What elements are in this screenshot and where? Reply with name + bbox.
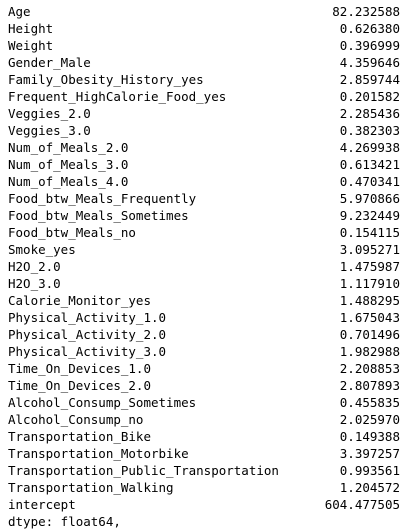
series-index-label: Time_On_Devices_2.0 [8,378,151,393]
series-value: 604.477505 [324,497,400,512]
series-row: Physical_Activity_1.0 1.675043 [8,309,400,326]
series-rows: Age 82.232588 Height 0.626380 Weight 0.396999… [8,3,400,513]
series-index-label: Calorie_Monitor_yes [8,293,151,308]
series-row: Transportation_Walking 1.204572 [8,479,400,496]
series-index-label: Time_On_Devices_1.0 [8,361,151,376]
series-index-label: Food_btw_Meals_no [8,225,136,240]
series-value: 1.475987 [339,259,400,274]
series-value: 0.149388 [339,429,400,444]
series-row: Transportation_Motorbike 3.397257 [8,445,400,462]
series-index-label: Frequent_HighCalorie_Food_yes [8,89,227,104]
series-row: Weight 0.396999 [8,37,400,54]
series-index-label: Num_of_Meals_3.0 [8,157,129,172]
series-row: Time_On_Devices_2.0 2.807893 [8,377,400,394]
series-row: Age 82.232588 [8,3,400,20]
series-index-label: Smoke_yes [8,242,76,257]
series-row: Num_of_Meals_2.0 4.269938 [8,139,400,156]
series-row: Num_of_Meals_3.0 0.613421 [8,156,400,173]
series-value: 0.455835 [339,395,400,410]
series-row: H2O_3.0 1.117910 [8,275,400,292]
series-row: Veggies_3.0 0.382303 [8,122,400,139]
series-row: Smoke_yes 3.095271 [8,241,400,258]
series-row: Veggies_2.0 2.285436 [8,105,400,122]
series-value: 0.396999 [339,38,400,53]
series-index-label: H2O_3.0 [8,276,61,291]
series-value: 0.613421 [339,157,400,172]
series-output: Age 82.232588 Height 0.626380 Weight 0.396999… [8,3,400,530]
series-index-label: Alcohol_Consump_Sometimes [8,395,197,410]
series-value: 4.359646 [339,55,400,70]
series-row: Alcohol_Consump_no 2.025970 [8,411,400,428]
series-row: Frequent_HighCalorie_Food_yes 0.201582 [8,88,400,105]
series-row: Food_btw_Meals_Frequently 5.970866 [8,190,400,207]
series-value: 1.117910 [339,276,400,291]
series-value: 0.701496 [339,327,400,342]
series-row: intercept 604.477505 [8,496,400,513]
series-row: Family_Obesity_History_yes 2.859744 [8,71,400,88]
series-index-label: intercept [8,497,76,512]
series-value: 3.095271 [339,242,400,257]
series-row: Num_of_Meals_4.0 0.470341 [8,173,400,190]
series-value: 2.285436 [339,106,400,121]
series-row: Calorie_Monitor_yes 1.488295 [8,292,400,309]
series-row: Physical_Activity_2.0 0.701496 [8,326,400,343]
series-value: 0.626380 [339,21,400,36]
dtype-line: dtype: float64, [8,514,121,529]
series-value: 2.859744 [339,72,400,87]
series-index-label: Family_Obesity_History_yes [8,72,204,87]
series-value: 2.208853 [339,361,400,376]
series-value: 4.269938 [339,140,400,155]
series-index-label: Alcohol_Consump_no [8,412,144,427]
series-value: 82.232588 [332,4,400,19]
series-row: Gender_Male 4.359646 [8,54,400,71]
series-value: 1.488295 [339,293,400,308]
series-value: 0.470341 [339,174,400,189]
series-row: Transportation_Public_Transportation 0.99… [8,462,400,479]
series-value: 0.154115 [339,225,400,240]
series-index-label: Physical_Activity_2.0 [8,327,167,342]
series-row: Transportation_Bike 0.149388 [8,428,400,445]
series-row: Time_On_Devices_1.0 2.208853 [8,360,400,377]
series-value: 2.025970 [339,412,400,427]
series-value: 1.675043 [339,310,400,325]
series-row: H2O_2.0 1.475987 [8,258,400,275]
series-index-label: Veggies_3.0 [8,123,91,138]
series-index-label: Age [8,4,31,19]
series-value: 1.204572 [339,480,400,495]
series-index-label: Transportation_Bike [8,429,151,444]
series-value: 2.807893 [339,378,400,393]
series-index-label: H2O_2.0 [8,259,61,274]
series-index-label: Veggies_2.0 [8,106,91,121]
series-index-label: Food_btw_Meals_Frequently [8,191,197,206]
series-value: 1.982988 [339,344,400,359]
series-row: Alcohol_Consump_Sometimes 0.455835 [8,394,400,411]
series-index-label: Weight [8,38,54,53]
series-index-label: Physical_Activity_3.0 [8,344,167,359]
series-index-label: Transportation_Public_Transportation [8,463,279,478]
series-index-label: Transportation_Motorbike [8,446,189,461]
series-value: 5.970866 [339,191,400,206]
series-index-label: Transportation_Walking [8,480,174,495]
series-index-label: Gender_Male [8,55,91,70]
series-value: 0.201582 [339,89,400,104]
series-index-label: Food_btw_Meals_Sometimes [8,208,189,223]
series-row: Height 0.626380 [8,20,400,37]
series-value: 0.382303 [339,123,400,138]
series-value: 3.397257 [339,446,400,461]
series-row: Physical_Activity_3.0 1.982988 [8,343,400,360]
series-row: Food_btw_Meals_Sometimes 9.232449 [8,207,400,224]
series-index-label: Physical_Activity_1.0 [8,310,167,325]
series-row: Food_btw_Meals_no 0.154115 [8,224,400,241]
series-index-label: Num_of_Meals_2.0 [8,140,129,155]
series-index-label: Height [8,21,54,36]
series-value: 0.993561 [339,463,400,478]
series-index-label: Num_of_Meals_4.0 [8,174,129,189]
series-value: 9.232449 [339,208,400,223]
